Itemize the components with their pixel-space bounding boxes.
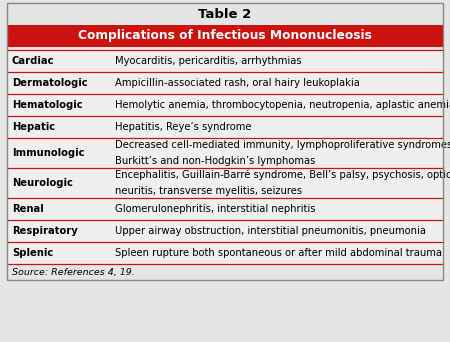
Text: Source: References 4, 19.: Source: References 4, 19.	[12, 267, 135, 276]
Text: Hepatic: Hepatic	[12, 122, 55, 132]
Text: Encephalitis, Guillain-Barré syndrome, Bell’s palsy, psychosis, optic: Encephalitis, Guillain-Barré syndrome, B…	[115, 170, 450, 180]
Text: Hemolytic anemia, thrombocytopenia, neutropenia, aplastic anemia: Hemolytic anemia, thrombocytopenia, neut…	[115, 100, 450, 110]
Bar	[7, 72, 443, 94]
Text: Complications of Infectious Mononucleosis: Complications of Infectious Mononucleosi…	[78, 29, 372, 42]
Bar	[7, 25, 443, 47]
Bar	[7, 50, 443, 72]
Text: Upper airway obstruction, interstitial pneumonitis, pneumonia: Upper airway obstruction, interstitial p…	[115, 226, 426, 236]
Text: Myocarditis, pericarditis, arrhythmias: Myocarditis, pericarditis, arrhythmias	[115, 56, 302, 66]
Text: Hepatitis, Reye’s syndrome: Hepatitis, Reye’s syndrome	[115, 122, 252, 132]
Text: Decreased cell-mediated immunity, lymphoproliferative syndromes,: Decreased cell-mediated immunity, lympho…	[115, 140, 450, 150]
Bar	[7, 168, 443, 198]
Text: Neurologic: Neurologic	[12, 178, 73, 188]
Text: Ampicillin-associated rash, oral hairy leukoplakia: Ampicillin-associated rash, oral hairy l…	[115, 78, 360, 88]
Bar	[7, 198, 443, 220]
Bar	[7, 242, 443, 264]
Text: Renal: Renal	[12, 204, 44, 214]
Bar	[7, 94, 443, 116]
Text: Cardiac: Cardiac	[12, 56, 54, 66]
Text: Burkitt’s and non-Hodgkin’s lymphomas: Burkitt’s and non-Hodgkin’s lymphomas	[115, 156, 315, 166]
Text: neuritis, transverse myelitis, seizures: neuritis, transverse myelitis, seizures	[115, 186, 302, 196]
Text: Respiratory: Respiratory	[12, 226, 78, 236]
Bar	[7, 3, 443, 280]
Bar	[7, 138, 443, 168]
Bar	[7, 116, 443, 138]
Text: Table 2: Table 2	[198, 8, 252, 21]
Text: Spleen rupture both spontaneous or after mild abdominal trauma: Spleen rupture both spontaneous or after…	[115, 248, 442, 258]
Text: Hematologic: Hematologic	[12, 100, 83, 110]
Bar	[7, 220, 443, 242]
Text: Splenic: Splenic	[12, 248, 53, 258]
Text: Immunologic: Immunologic	[12, 148, 85, 158]
Text: Dermatologic: Dermatologic	[12, 78, 88, 88]
Text: Glomerulonephritis, interstitial nephritis: Glomerulonephritis, interstitial nephrit…	[115, 204, 315, 214]
